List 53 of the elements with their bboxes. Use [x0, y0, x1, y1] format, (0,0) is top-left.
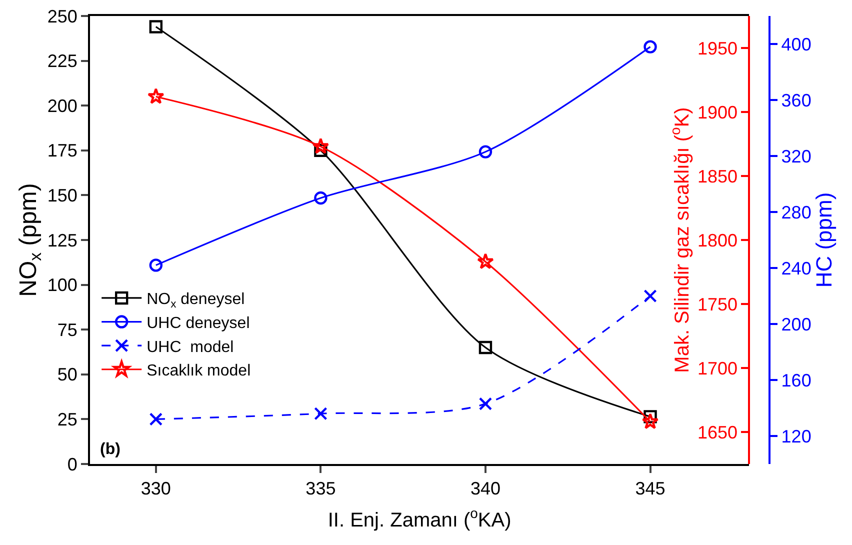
y2-tick-label: 1900: [697, 102, 738, 122]
x-axis-title: II. Enj. Zamanı ($^{o}$KA): [328, 505, 512, 532]
point: [478, 397, 492, 410]
point: [477, 252, 494, 270]
y2-tick-label: 1950: [697, 38, 738, 58]
point: [644, 289, 657, 303]
y-tick-label: 250: [47, 6, 78, 26]
y2-tick-label: 1650: [697, 422, 738, 442]
point: [642, 412, 659, 430]
point: [478, 340, 492, 354]
y3-tick-label: 280: [781, 202, 812, 222]
y3-tick-label: 120: [781, 426, 812, 446]
x-tick-label: 330: [140, 478, 171, 499]
point: [314, 407, 328, 420]
y3-tick-label: 400: [781, 34, 812, 54]
point: [147, 88, 164, 104]
y-tick-label: 225: [47, 51, 78, 72]
y-tick-label: 150: [47, 186, 78, 206]
y3-tick-label: 360: [781, 90, 812, 110]
point: [149, 412, 163, 426]
legend-label: NO$_{x}$ deneysel: [146, 291, 245, 311]
point: [644, 40, 657, 54]
y-tick-label: 25: [57, 410, 78, 430]
y2-tick-label: 1750: [697, 294, 738, 314]
y2-tick-label: 1800: [697, 230, 738, 250]
y3-tick-label: 200: [781, 314, 812, 334]
y2-tick-label: 1700: [697, 358, 738, 378]
y-tick-label: 100: [47, 275, 78, 296]
annotation: (b): [100, 441, 120, 458]
legend-label: Sıcaklık model: [146, 362, 251, 380]
y-tick-label: 125: [47, 230, 78, 250]
point: [478, 145, 492, 158]
y-tick-label: 200: [47, 96, 78, 116]
x-tick-label: 345: [635, 478, 666, 499]
y-tick-label: 50: [57, 364, 78, 385]
point: [149, 20, 163, 34]
y3-tick-label: 160: [781, 370, 812, 390]
y2-tick-label: 1850: [697, 166, 738, 186]
y3-tick-label: 320: [781, 146, 812, 166]
y-tick-label: 175: [47, 140, 78, 161]
point: [312, 138, 330, 154]
y3-axis-title: HC (ppm): [811, 192, 836, 288]
y-tick-label: 75: [57, 320, 78, 340]
y3-tick-label: 240: [781, 258, 812, 278]
point: [644, 410, 657, 424]
point: [149, 258, 163, 272]
y-tick-label: 0: [67, 454, 78, 474]
point: [314, 144, 328, 157]
x-tick-label: 340: [470, 478, 501, 499]
legend-label: UHC model: [146, 338, 234, 356]
x-tick-label: 335: [306, 478, 336, 499]
point: [314, 191, 328, 205]
legend-label: UHC deneysel: [146, 315, 250, 332]
